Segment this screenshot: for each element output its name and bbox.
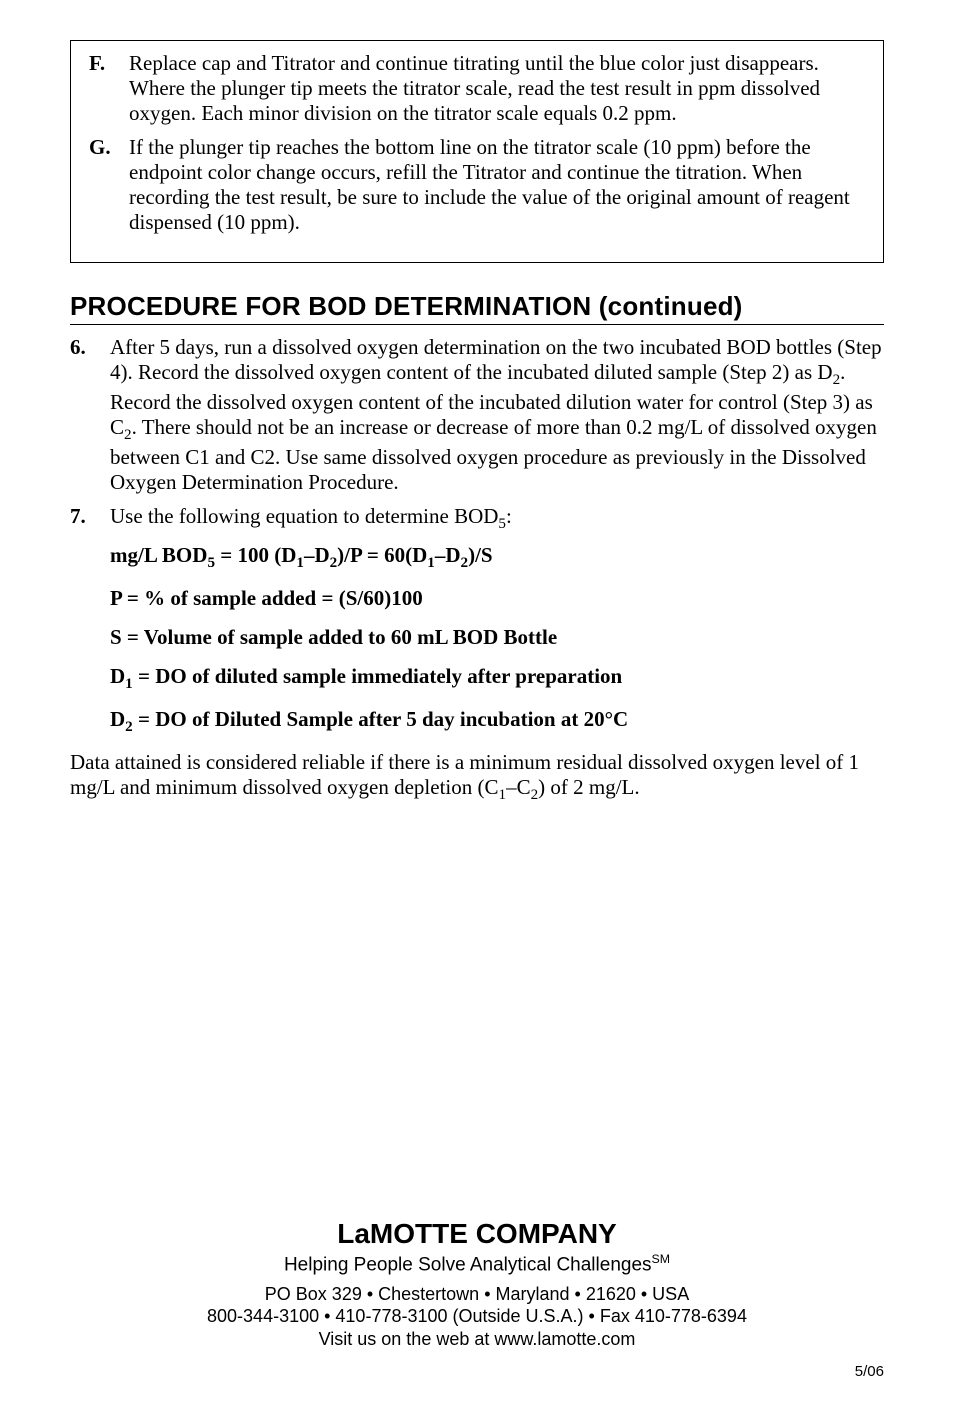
step-letter: G. — [89, 135, 129, 234]
step-num: 6. — [70, 335, 110, 494]
equation-p: P = % of sample added = (S/60)100 — [110, 586, 884, 611]
step-text: If the plunger tip reaches the bottom li… — [129, 135, 865, 234]
page-code: 5/06 — [855, 1363, 884, 1380]
step-letter: F. — [89, 51, 129, 125]
equation-bod5: mg/L BOD5 = 100 (D1–D2)/P = 60(D1–D2)/S — [110, 543, 884, 572]
step-7: 7. Use the following equation to determi… — [70, 504, 884, 534]
equation-d1: D1 = DO of diluted sample immediately af… — [110, 664, 884, 693]
box-step-f: F. Replace cap and Titrator and continue… — [89, 51, 865, 125]
address-line-2: 800-344-3100 • 410-778-3100 (Outside U.S… — [70, 1305, 884, 1328]
step-6: 6. After 5 days, run a dissolved oxygen … — [70, 335, 884, 494]
step-num: 7. — [70, 504, 110, 534]
company-name: LaMOTTE COMPANY — [70, 1218, 884, 1250]
step-text: Use the following equation to determine … — [110, 504, 512, 534]
step-text: After 5 days, run a dissolved oxygen det… — [110, 335, 884, 494]
footer: LaMOTTE COMPANY Helping People Solve Ana… — [70, 1218, 884, 1350]
boxed-steps: F. Replace cap and Titrator and continue… — [70, 40, 884, 263]
equation-d2: D2 = DO of Diluted Sample after 5 day in… — [110, 707, 884, 736]
closing-paragraph: Data attained is considered reliable if … — [70, 750, 884, 805]
section-heading: PROCEDURE FOR BOD DETERMINATION (continu… — [70, 291, 884, 325]
step-text: Replace cap and Titrator and continue ti… — [129, 51, 865, 125]
address-line-3: Visit us on the web at www.lamotte.com — [70, 1328, 884, 1351]
box-step-g: G. If the plunger tip reaches the bottom… — [89, 135, 865, 234]
equation-s: S = Volume of sample added to 60 mL BOD … — [110, 625, 884, 650]
company-tagline: Helping People Solve Analytical Challeng… — [70, 1252, 884, 1276]
address-line-1: PO Box 329 • Chestertown • Maryland • 21… — [70, 1283, 884, 1306]
